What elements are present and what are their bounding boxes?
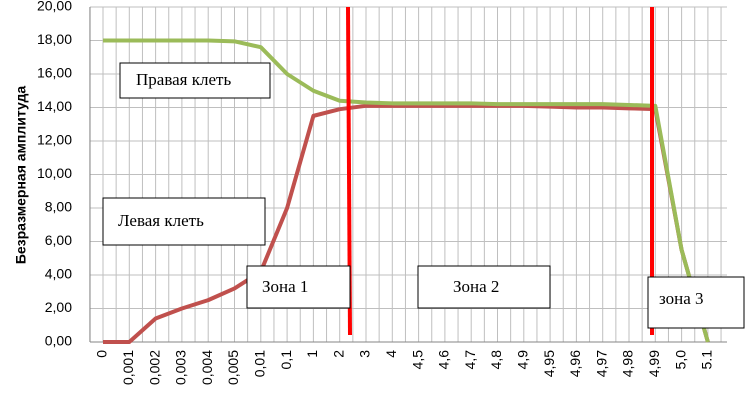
x-tick-label: 2 — [330, 350, 346, 358]
x-tick-label: 4,7 — [462, 350, 478, 370]
y-axis-label: Безразмерная амплитуда — [13, 86, 29, 265]
x-tick-label: 0,005 — [225, 350, 241, 385]
x-tick-label: 4,97 — [593, 350, 609, 377]
x-tick-label: 0 — [94, 350, 110, 358]
x-tick-label: 4,5 — [409, 350, 425, 370]
y-tick-label: 8,00 — [45, 199, 72, 215]
x-tick-label: 5,0 — [672, 350, 688, 370]
annotation: Зона 1 — [262, 277, 308, 296]
x-tick-label: 4,9 — [515, 350, 531, 370]
annotation-box — [119, 62, 271, 99]
x-tick-label: 0,01 — [252, 350, 268, 377]
annotation-box — [417, 265, 551, 309]
x-tick-label: 0,003 — [173, 350, 189, 385]
x-tick-label: 4 — [383, 350, 399, 358]
y-tick-label: 14,00 — [37, 98, 72, 114]
annotation-box — [246, 265, 351, 309]
y-tick-label: 16,00 — [37, 65, 72, 81]
legend-label: Правая клеть — [136, 70, 231, 89]
y-tick-label: 10,00 — [37, 165, 72, 181]
x-tick-label: 0,004 — [199, 350, 215, 385]
y-tick-label: 18,00 — [37, 31, 72, 47]
legend-label: Левая клеть — [118, 211, 204, 230]
annotation: зона 3 — [659, 289, 704, 308]
x-tick-label: 0,001 — [120, 350, 136, 385]
x-tick-label: 4,95 — [541, 350, 557, 377]
y-tick-label: 6,00 — [45, 232, 72, 248]
annotation: Зона 2 — [453, 277, 499, 296]
x-tick-label: 0,002 — [146, 350, 162, 385]
series-line — [103, 103, 710, 344]
x-tick-label: 4,99 — [646, 350, 662, 377]
y-tick-label: 0,00 — [45, 333, 72, 349]
annotation-box — [102, 197, 266, 246]
y-tick-label: 12,00 — [37, 132, 72, 148]
annotation-box — [647, 276, 745, 329]
x-tick-label: 3 — [357, 350, 373, 358]
y-tick-label: 4,00 — [45, 266, 72, 282]
series-line — [103, 38, 710, 343]
x-tick-label: 4,8 — [488, 350, 504, 370]
y-tick-label: 20,00 — [37, 0, 72, 14]
x-tick-label: 4,6 — [436, 350, 452, 370]
x-tick-label: 0,1 — [278, 350, 294, 370]
x-tick-label: 5.1 — [699, 350, 715, 370]
x-tick-label: 1 — [304, 350, 320, 358]
x-tick-label: 4,98 — [620, 350, 636, 377]
x-tick-label: 4,96 — [567, 350, 583, 377]
y-tick-label: 2,00 — [45, 299, 72, 315]
